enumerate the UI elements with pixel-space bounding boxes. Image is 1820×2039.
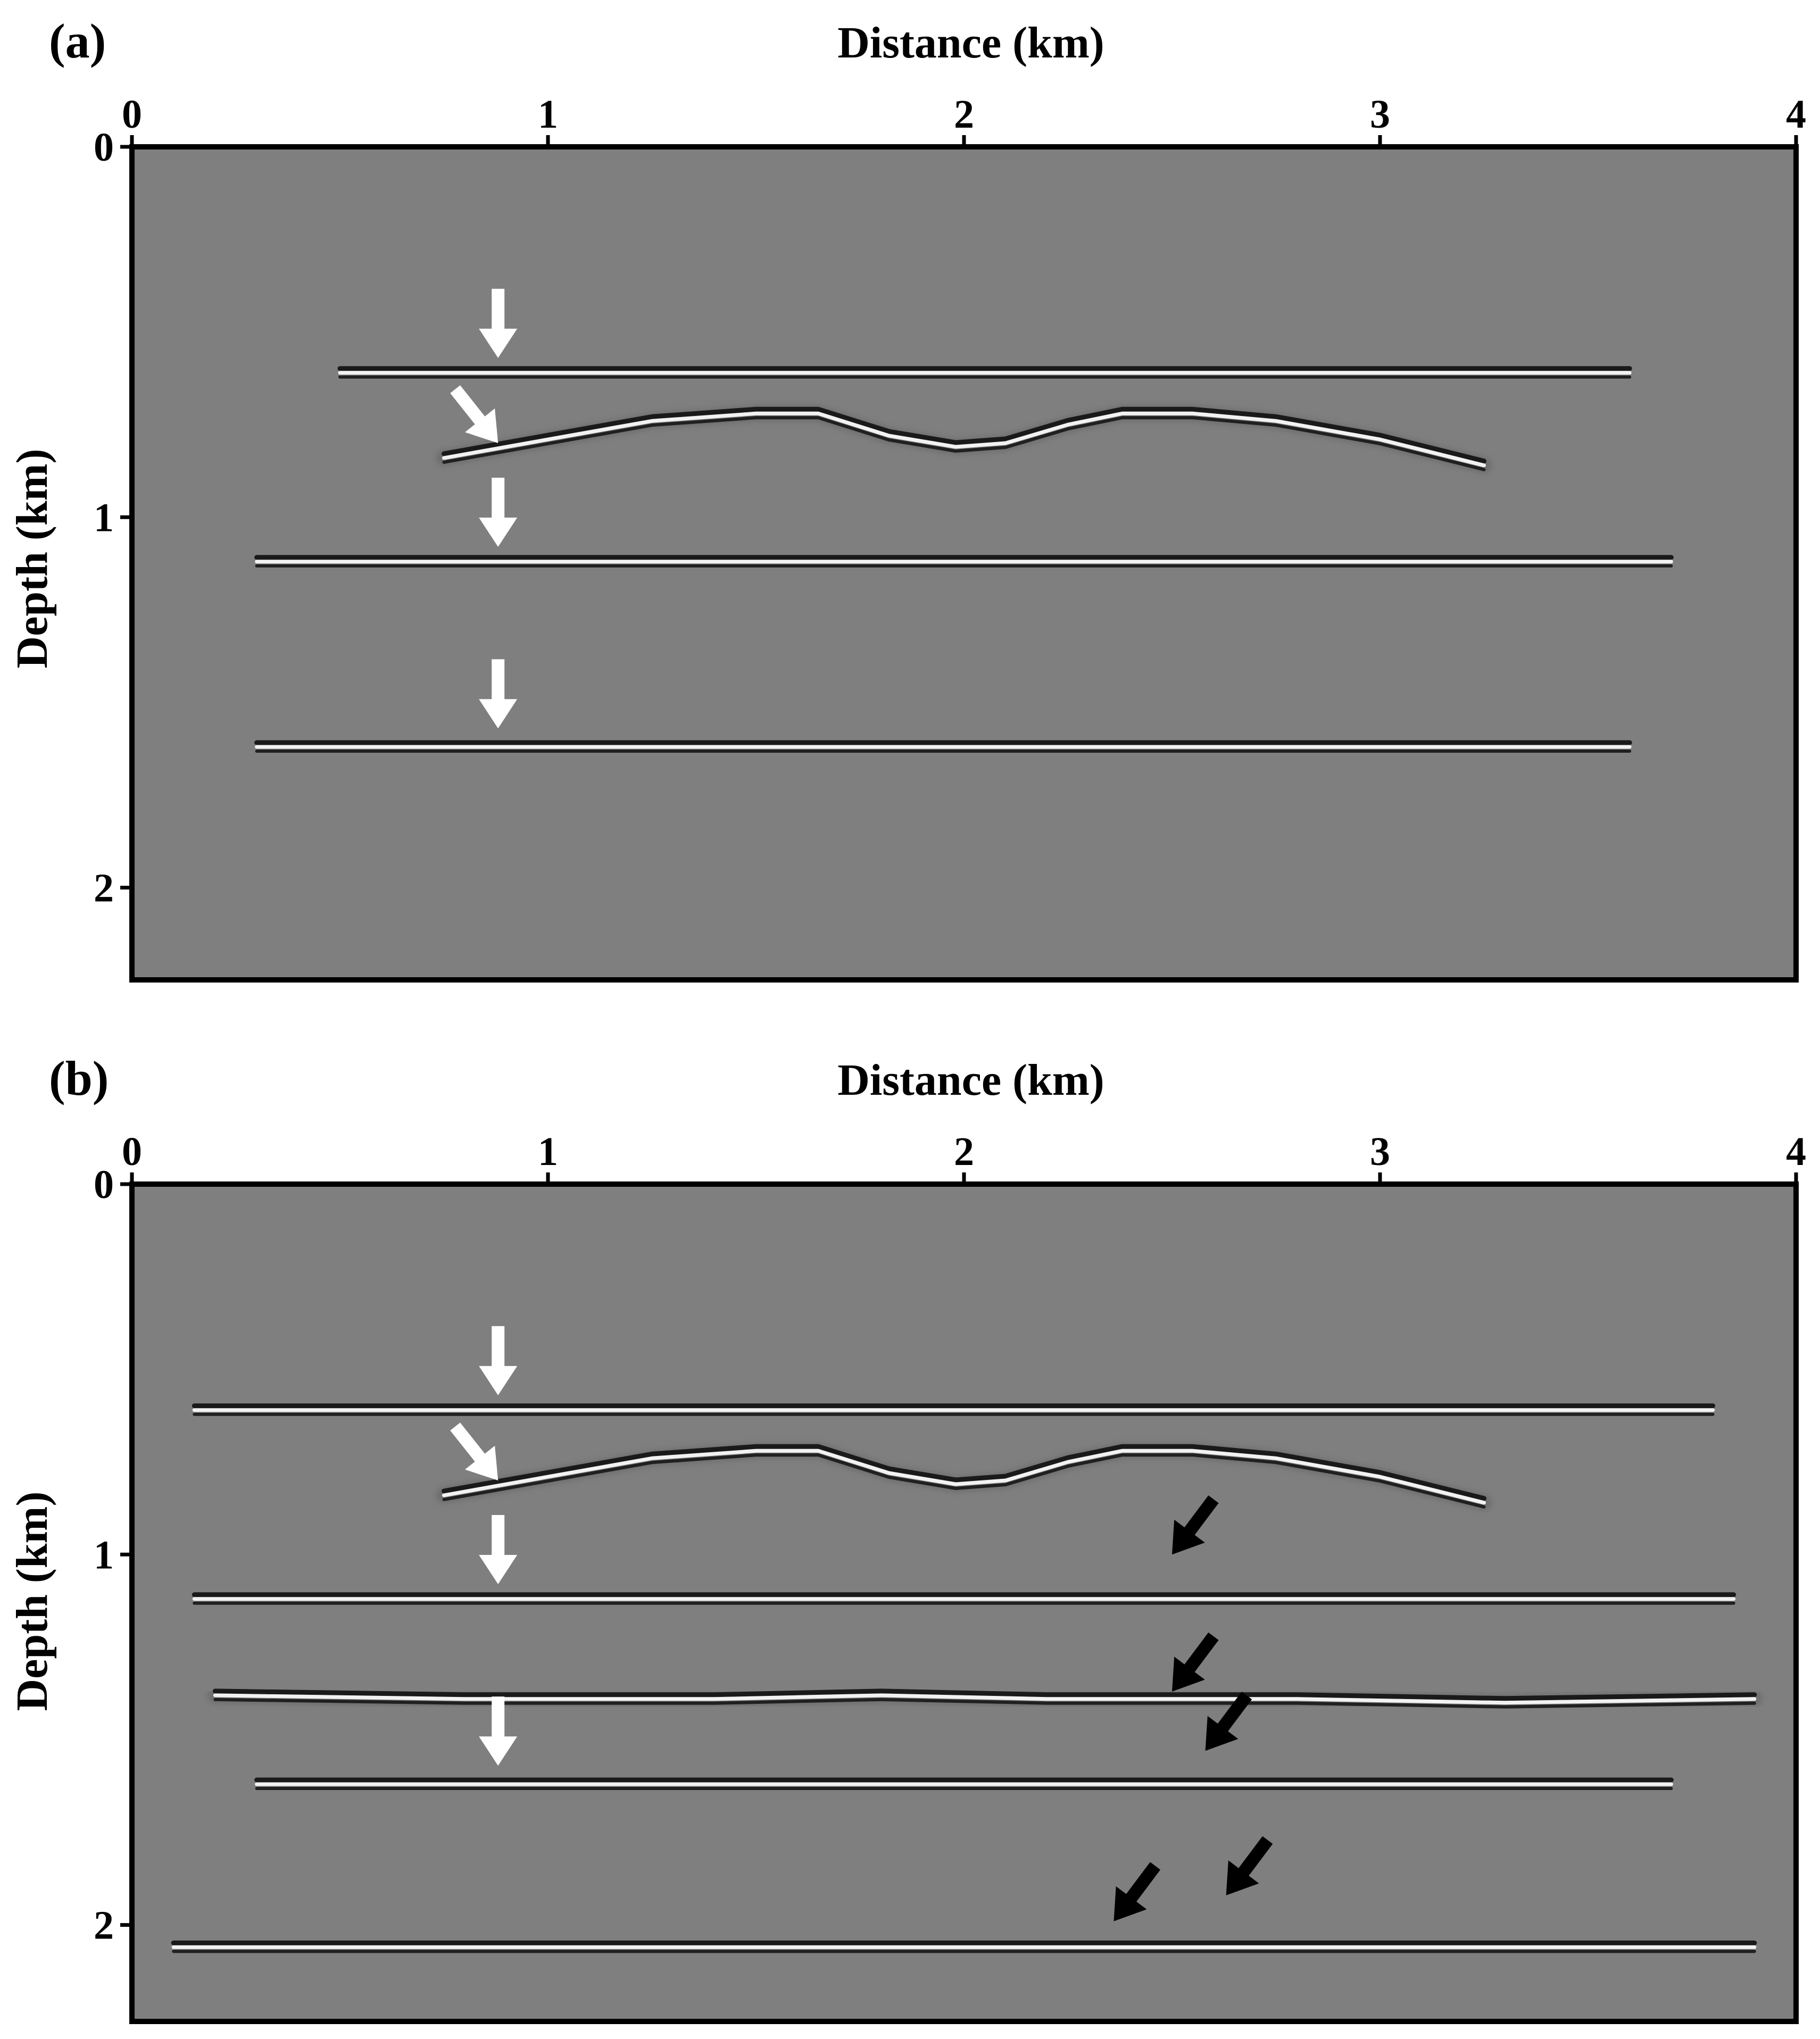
panel-a-reflector-3 [248,739,1638,755]
panel-b-reflectors [165,1402,1763,1955]
panel-a-x-tick-2: 2 [954,92,974,137]
panel-b-frame [129,1181,1799,2024]
panel-b-x-tick-1: 1 [538,1129,558,1174]
panel-a-y-tick-0: 0 [94,125,114,170]
panel-b-arrow-1 [450,1422,498,1480]
panel-b-y-tick-1: 1 [94,1533,114,1577]
panel-a-reflector-2 [248,553,1680,570]
panel-a-ticks: 0 1 2 3 4 0 1 2 [94,92,1806,911]
panel-b: (b) Distance (km) Depth (km) 0 1 2 3 4 0 1 2 [7,1051,1806,2024]
panel-a-y-tick-2: 2 [94,866,114,911]
panel-b-x-axis-label: Distance (km) [837,1055,1104,1105]
panel-b-reflector-5 [165,1939,1763,1955]
panel-a-arrow-1 [450,385,498,443]
panel-a-y-axis-label: Depth (km) [7,449,57,669]
panel-a-x-tick-1: 1 [538,92,558,137]
panel-a-arrows [450,288,518,729]
panel-a-reflector-0 [332,364,1638,381]
panel-b-arrow-7 [1226,1836,1273,1895]
panel-a-x-tick-4: 4 [1786,92,1806,137]
panel-a-x-tick-3: 3 [1370,92,1390,137]
panel-b-arrows [450,1326,1273,1921]
panel-a: (a) Distance (km) Depth (km) 0 1 2 3 4 0 1 2 [7,14,1806,983]
panel-a-reflectors [248,364,1680,755]
panel-a-x-tick-0: 0 [122,92,142,137]
panel-b-x-tick-2: 2 [954,1129,974,1174]
panel-b-arrow-6 [1205,1692,1252,1751]
panel-b-reflector-3 [207,1687,1763,1711]
panel-a-x-axis-label: Distance (km) [837,18,1104,68]
panel-b-reflector-4 [248,1776,1680,1792]
panel-b-arrow-5 [1172,1632,1219,1692]
panel-a-arrow-2 [479,478,518,547]
panel-b-y-axis-label: Depth (km) [7,1492,57,1711]
panel-a-label: (a) [49,14,106,68]
panel-a-reflector-1 [436,405,1492,473]
panel-b-arrow-4 [1172,1495,1219,1555]
panel-b-reflector-0 [186,1402,1721,1418]
panel-a-arrow-3 [479,659,518,729]
panel-b-y-tick-0: 0 [94,1162,114,1207]
panel-b-arrow-8 [1113,1862,1161,1921]
panel-b-reflector-1 [436,1443,1492,1511]
panel-b-label: (b) [49,1051,109,1105]
panel-a-frame [129,144,1799,983]
panel-b-reflector-2 [186,1591,1742,1607]
panel-a-arrow-0 [479,288,518,358]
panel-b-x-tick-0: 0 [122,1129,142,1174]
panel-b-arrow-3 [479,1696,518,1766]
panel-b-x-tick-3: 3 [1370,1129,1390,1174]
panel-b-arrow-2 [479,1515,518,1584]
panel-b-y-tick-2: 2 [94,1903,114,1948]
panel-a-y-tick-1: 1 [94,495,114,540]
panel-b-x-tick-4: 4 [1786,1129,1806,1174]
panel-b-arrow-0 [479,1326,518,1395]
